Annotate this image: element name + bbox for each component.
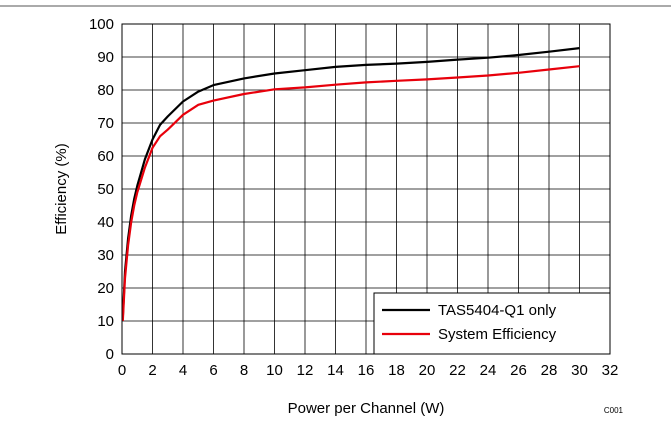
x-tick-label: 30 <box>571 362 588 379</box>
x-tick-label: 32 <box>602 362 619 379</box>
y-tick-label: 90 <box>97 49 114 66</box>
series-lines <box>121 47 580 322</box>
y-tick-label: 50 <box>97 181 114 198</box>
y-tick-label: 70 <box>97 115 114 132</box>
y-tick-label: 0 <box>106 346 114 363</box>
y-tick-label: 100 <box>89 16 114 33</box>
y-tick-label: 80 <box>97 82 114 99</box>
x-tick-label: 18 <box>388 362 405 379</box>
legend-label-2: System Efficiency <box>438 326 557 343</box>
tick-labels: 0 2 4 6 8 10 12 14 16 18 20 22 24 26 28 30 3201020304050… <box>89 16 618 379</box>
y-tick-label: 30 <box>97 247 114 264</box>
x-tick-label: 6 <box>209 362 217 379</box>
x-tick-label: 16 <box>358 362 375 379</box>
x-tick-label: 22 <box>449 362 466 379</box>
series-line-1 <box>121 47 580 318</box>
legend-label-1: TAS5404-Q1 only <box>438 302 557 319</box>
y-tick-label: 60 <box>97 148 114 165</box>
x-tick-label: 2 <box>148 362 156 379</box>
x-tick-label: 28 <box>541 362 558 379</box>
x-tick-label: 12 <box>297 362 314 379</box>
legend: TAS5404-Q1 only System Efficiency <box>373 292 611 355</box>
y-tick-label: 10 <box>97 313 114 330</box>
series-line-2 <box>121 65 580 322</box>
y-axis-label: Efficiency (%) <box>53 143 70 234</box>
y-tick-label: 20 <box>97 280 114 297</box>
x-tick-label: 14 <box>327 362 344 379</box>
legend-box <box>373 292 611 355</box>
x-tick-label: 0 <box>118 362 126 379</box>
x-tick-label: 24 <box>480 362 497 379</box>
plot-frame <box>121 23 611 355</box>
x-tick-label: 8 <box>240 362 248 379</box>
x-tick-label: 26 <box>510 362 527 379</box>
x-tick-label: 20 <box>419 362 436 379</box>
y-tick-label: 40 <box>97 214 114 231</box>
x-axis-label: Power per Channel (W) <box>288 400 445 417</box>
x-tick-label: 4 <box>179 362 187 379</box>
x-tick-label: 10 <box>266 362 283 379</box>
annotation-label: C001 <box>604 406 624 415</box>
